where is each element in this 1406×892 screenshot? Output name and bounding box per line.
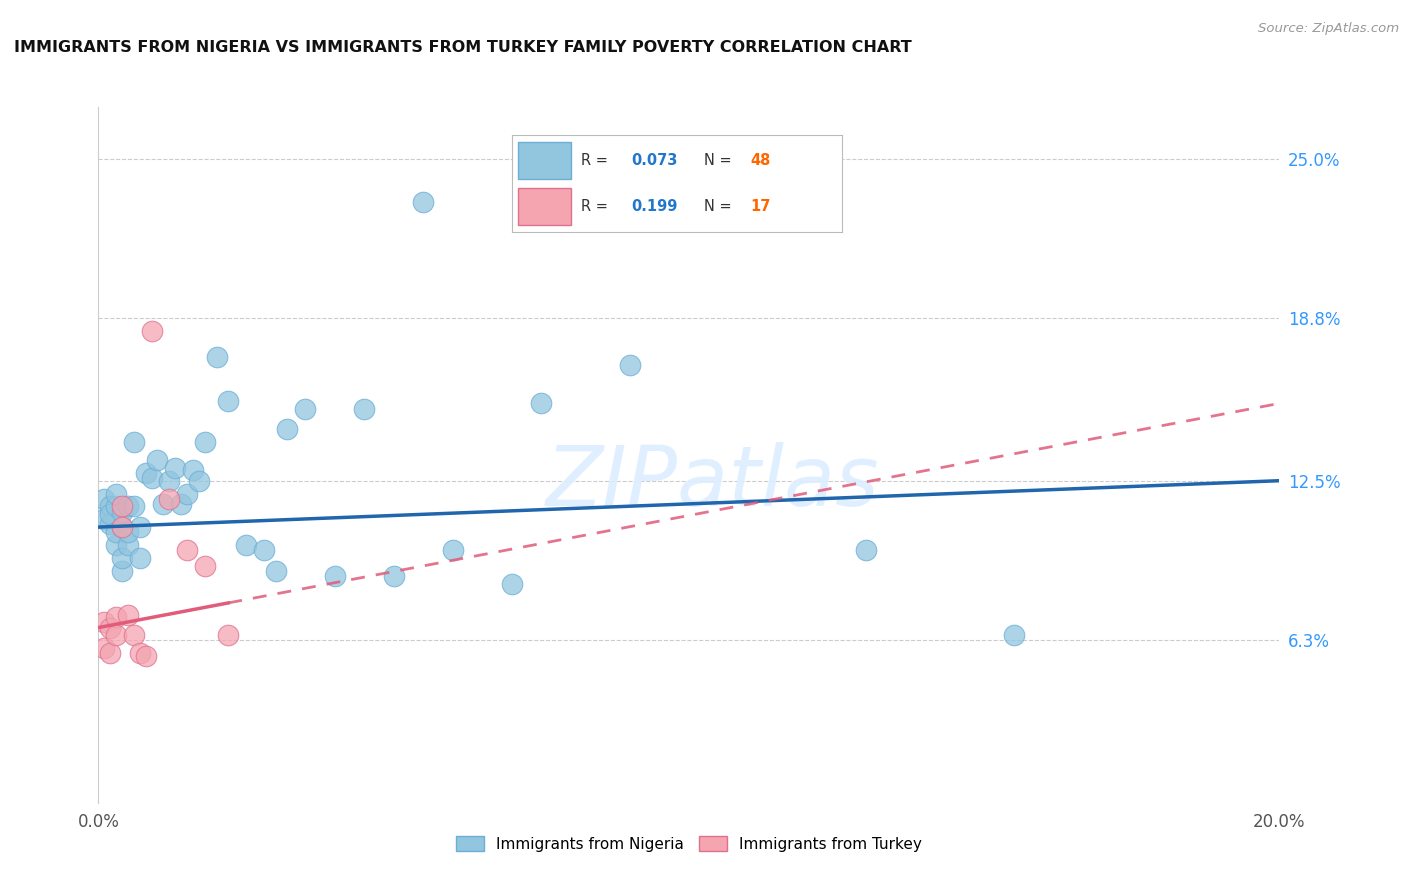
Point xyxy=(165,460,187,475)
Point xyxy=(264,564,287,578)
Point xyxy=(412,195,434,210)
Point xyxy=(382,569,405,583)
Point xyxy=(157,474,180,488)
Point xyxy=(205,350,228,364)
Legend: Immigrants from Nigeria, Immigrants from Turkey: Immigrants from Nigeria, Immigrants from… xyxy=(450,830,928,858)
Point xyxy=(111,551,134,566)
Point xyxy=(194,435,217,450)
Point xyxy=(441,543,464,558)
Point xyxy=(93,615,115,630)
Point xyxy=(111,520,134,534)
Point xyxy=(105,525,128,540)
Point xyxy=(93,641,115,656)
Point xyxy=(98,517,121,532)
Point xyxy=(170,497,193,511)
Point xyxy=(176,543,198,558)
Point xyxy=(93,491,115,506)
Point xyxy=(98,507,121,521)
Point xyxy=(294,401,316,416)
Point xyxy=(157,491,180,506)
Point xyxy=(117,525,139,540)
Text: IMMIGRANTS FROM NIGERIA VS IMMIGRANTS FROM TURKEY FAMILY POVERTY CORRELATION CHA: IMMIGRANTS FROM NIGERIA VS IMMIGRANTS FR… xyxy=(14,40,912,55)
Point xyxy=(111,505,134,519)
Point xyxy=(194,558,217,573)
Point xyxy=(152,497,174,511)
Text: ZIPatlas: ZIPatlas xyxy=(546,442,879,524)
Point xyxy=(1002,628,1025,642)
Point xyxy=(122,628,145,642)
Point xyxy=(501,576,523,591)
Point xyxy=(111,520,134,534)
Point xyxy=(181,463,204,477)
Point xyxy=(353,401,375,416)
Point xyxy=(176,486,198,500)
Point xyxy=(141,471,163,485)
Point xyxy=(253,543,276,558)
Point xyxy=(235,538,257,552)
Point xyxy=(619,358,641,372)
Point xyxy=(128,646,150,660)
Point xyxy=(122,435,145,450)
Point xyxy=(111,564,134,578)
Point xyxy=(276,422,298,436)
Point xyxy=(323,569,346,583)
Point xyxy=(217,393,239,408)
Point xyxy=(135,648,157,663)
Point xyxy=(105,500,128,514)
Point xyxy=(135,466,157,480)
Point xyxy=(105,538,128,552)
Point xyxy=(93,512,115,526)
Point xyxy=(98,500,121,514)
Point xyxy=(117,607,139,622)
Point xyxy=(105,628,128,642)
Point xyxy=(105,486,128,500)
Point xyxy=(128,520,150,534)
Point xyxy=(855,543,877,558)
Point xyxy=(530,396,553,410)
Point xyxy=(98,621,121,635)
Point xyxy=(128,551,150,566)
Point xyxy=(146,453,169,467)
Point xyxy=(111,500,134,514)
Point xyxy=(105,610,128,624)
Point xyxy=(98,646,121,660)
Point xyxy=(117,538,139,552)
Point xyxy=(117,500,139,514)
Text: Source: ZipAtlas.com: Source: ZipAtlas.com xyxy=(1258,22,1399,36)
Point xyxy=(217,628,239,642)
Point xyxy=(187,474,209,488)
Point xyxy=(141,324,163,338)
Point xyxy=(122,500,145,514)
